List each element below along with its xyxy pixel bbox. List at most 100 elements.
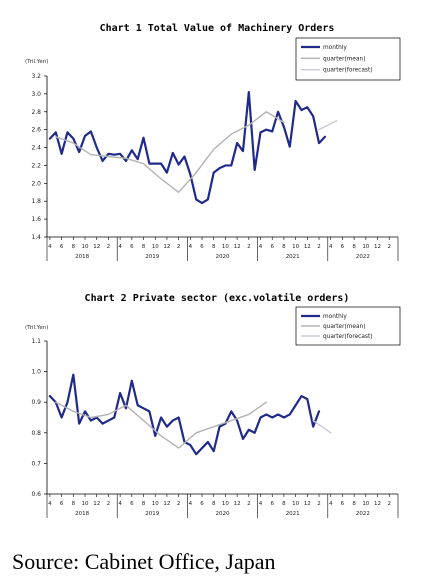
y-tick-label: 2.4 <box>31 145 41 152</box>
x-tick-label: 6 <box>341 501 345 507</box>
x-tick-label: 6 <box>270 244 274 250</box>
year-label: 2022 <box>356 254 370 260</box>
legend-label: monthly <box>323 45 347 51</box>
series-line-quarterforecast <box>318 120 338 131</box>
year-label: 2018 <box>75 254 89 260</box>
charts-figure: Chart 1 Total Value of Machinery Orders (… <box>25 22 401 518</box>
x-tick-label: 4 <box>329 244 333 250</box>
x-tick-label: 4 <box>259 244 263 250</box>
y-tick-label: 1.8 <box>31 198 41 205</box>
x-tick-label: 10 <box>222 244 229 250</box>
x-tick-label: 4 <box>259 501 263 507</box>
chart-1: Chart 1 Total Value of Machinery Orders (… <box>25 22 401 261</box>
x-tick-label: 2 <box>107 501 111 507</box>
year-label: 2019 <box>145 254 159 260</box>
y-tick-label: 2.2 <box>31 162 41 169</box>
x-tick-label: 6 <box>60 244 64 250</box>
x-tick-label: 12 <box>374 244 381 250</box>
x-tick-label: 6 <box>200 244 204 250</box>
x-tick-label: 4 <box>118 501 122 507</box>
y-tick-label: 0.6 <box>31 491 41 498</box>
legend: monthly quarter(mean) quarter(forecast) <box>295 37 401 81</box>
year-label: 2020 <box>216 254 230 260</box>
x-tick-label: 2 <box>247 501 251 507</box>
y-tick-label: 2.0 <box>31 180 41 187</box>
y-tick-label: 1.6 <box>31 216 41 223</box>
x-tick-label: 12 <box>304 501 311 507</box>
x-tick-label: 4 <box>48 244 52 250</box>
x-tick-label: 6 <box>341 244 345 250</box>
x-tick-label: 12 <box>93 244 100 250</box>
y-tick-label: 1.4 <box>31 234 41 241</box>
chart-title: Chart 1 Total Value of Machinery Orders <box>100 22 335 34</box>
x-tick-label: 2 <box>177 501 181 507</box>
x-tick-label: 2 <box>317 501 321 507</box>
series-line-quartermean <box>55 111 285 193</box>
x-tick-label: 8 <box>142 244 146 250</box>
legend-label: quarter(mean) <box>323 324 365 330</box>
y-tick-label: 0.9 <box>31 399 41 406</box>
chart-2: Chart 2 Private sector (exc.volatile ord… <box>25 292 401 518</box>
x-tick-label: 6 <box>60 501 64 507</box>
y-tick-label: 1.0 <box>31 369 41 376</box>
x-tick-label: 6 <box>130 244 134 250</box>
y-tick-label: 0.8 <box>31 430 41 437</box>
x-tick-label: 10 <box>292 501 299 507</box>
x-tick-label: 2 <box>317 244 321 250</box>
x-tick-label: 8 <box>282 244 286 250</box>
year-label: 2019 <box>145 511 159 517</box>
x-tick-label: 10 <box>292 244 299 250</box>
x-tick-label: 4 <box>189 501 193 507</box>
x-tick-label: 10 <box>362 244 369 250</box>
x-tick-label: 12 <box>234 244 241 250</box>
year-label: 2021 <box>286 254 300 260</box>
y-tick-label: 3.2 <box>31 73 41 80</box>
legend: monthly quarter(mean) quarter(forecast) <box>295 306 401 346</box>
x-tick-label: 12 <box>163 244 170 250</box>
x-tick-label: 4 <box>118 244 122 250</box>
x-tick-label: 10 <box>82 244 89 250</box>
chart-title: Chart 2 Private sector (exc.volatile ord… <box>85 292 350 304</box>
x-tick-label: 8 <box>352 501 356 507</box>
y-tick-label: 2.8 <box>31 109 41 116</box>
x-tick-label: 10 <box>362 501 369 507</box>
x-tick-label: 12 <box>374 501 381 507</box>
year-label: 2018 <box>75 511 89 517</box>
x-tick-label: 2 <box>387 244 391 250</box>
legend-label: quarter(forecast) <box>323 68 372 74</box>
x-tick-label: 8 <box>282 501 286 507</box>
y-tick-label: 3.0 <box>31 91 41 98</box>
x-tick-label: 10 <box>152 501 159 507</box>
x-tick-label: 8 <box>142 501 146 507</box>
x-tick-label: 4 <box>329 501 333 507</box>
x-tick-label: 4 <box>48 501 52 507</box>
y-tick-label: 1.1 <box>31 338 41 345</box>
series-line-monthly <box>48 373 321 456</box>
source-caption: Source: Cabinet Office, Japan <box>12 549 276 574</box>
series-line-quartermean <box>55 401 268 449</box>
x-tick-label: 6 <box>200 501 204 507</box>
legend-label: quarter(forecast) <box>323 334 372 340</box>
x-tick-label: 2 <box>107 244 111 250</box>
year-label: 2021 <box>286 511 300 517</box>
x-tick-label: 10 <box>152 244 159 250</box>
x-tick-label: 8 <box>72 501 76 507</box>
x-tick-label: 2 <box>177 244 181 250</box>
year-label: 2022 <box>356 511 370 517</box>
y-tick-label: 2.6 <box>31 127 41 134</box>
x-tick-label: 6 <box>270 501 274 507</box>
x-tick-label: 6 <box>130 501 134 507</box>
unit-label: (Tril.Yen) <box>25 59 48 65</box>
year-label: 2020 <box>216 511 230 517</box>
y-tick-label: 0.7 <box>31 460 41 467</box>
x-tick-label: 2 <box>387 501 391 507</box>
legend-label: monthly <box>323 314 347 320</box>
x-tick-label: 8 <box>352 244 356 250</box>
x-tick-label: 2 <box>247 244 251 250</box>
x-tick-label: 8 <box>212 244 216 250</box>
series-line-quarterforecast <box>312 419 332 434</box>
x-tick-label: 12 <box>304 244 311 250</box>
x-tick-label: 12 <box>163 501 170 507</box>
x-tick-label: 8 <box>212 501 216 507</box>
unit-label: (Tril.Yen) <box>25 325 48 331</box>
